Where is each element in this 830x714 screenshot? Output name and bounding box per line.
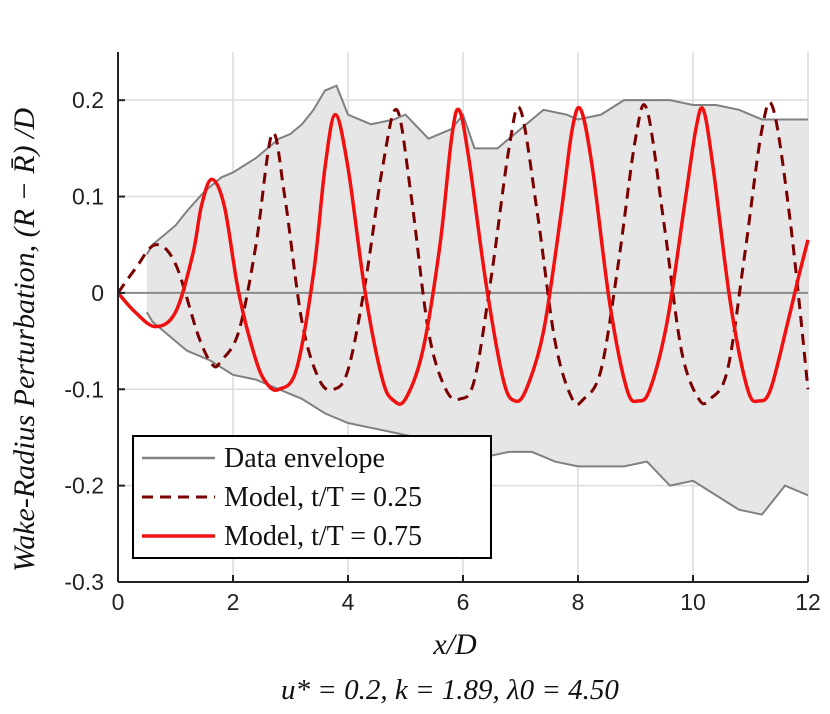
envelope-fill — [146, 85, 808, 515]
x-tick-label-2: 4 — [342, 589, 355, 615]
axes — [117, 52, 809, 583]
legend-label-model-025: Model, t/T = 0.25 — [224, 482, 422, 513]
x-tick-label-3: 6 — [457, 589, 470, 615]
legend: Data envelope Model, t/T = 0.25 Model, t… — [132, 435, 492, 559]
x-tick-label-4: 8 — [572, 589, 585, 615]
model-series — [116, 101, 810, 406]
y-tick-label-0: -0.3 — [64, 569, 104, 595]
legend-label-model-075: Model, t/T = 0.75 — [224, 521, 422, 552]
y-tick-label-4: 0.1 — [72, 184, 104, 210]
parameter-caption: u* = 0.2, k = 1.89, λ0 = 4.50 — [281, 674, 619, 706]
series-model-t075 — [116, 105, 810, 406]
x-tick-label-5: 10 — [680, 589, 706, 615]
x-tick-label-1: 2 — [227, 589, 240, 615]
envelope-upper-line — [145, 84, 808, 255]
legend-label-envelope: Data envelope — [224, 443, 385, 474]
tick-labels: 0 2 4 6 8 10 12 -0.3 -0.2 -0.1 0 0.1 0.2 — [64, 87, 820, 615]
x-axis-label: x/D — [432, 628, 477, 661]
x-tick-label-6: 12 — [795, 589, 821, 615]
y-tick-label-1: -0.2 — [64, 473, 104, 499]
y-tick-label-5: 0.2 — [72, 87, 104, 113]
y-tick-label-2: -0.1 — [64, 376, 104, 402]
y-axis-label: Wake-Radius Perturbation, (R − R̄) /D — [8, 108, 41, 572]
x-tick-label-0: 0 — [112, 589, 125, 615]
series-model-t025 — [116, 101, 810, 406]
y-tick-label-3: 0 — [91, 280, 104, 306]
